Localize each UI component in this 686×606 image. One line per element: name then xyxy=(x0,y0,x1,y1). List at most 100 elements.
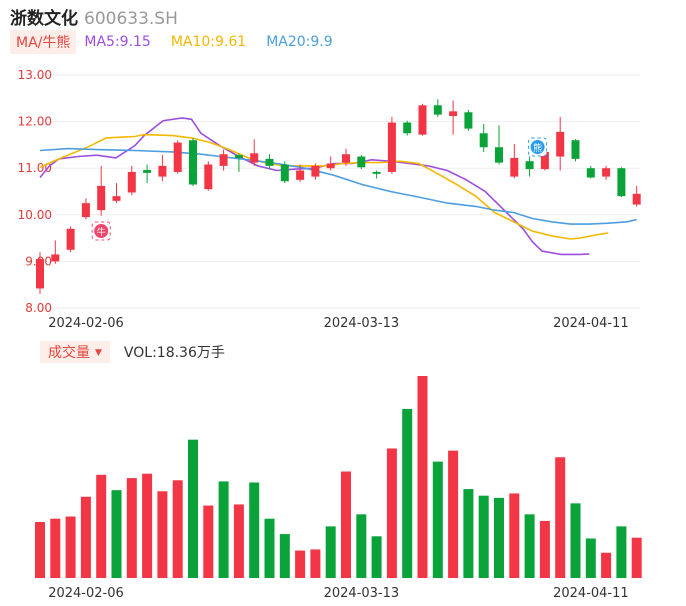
volume-bar xyxy=(417,376,428,578)
ma5-line xyxy=(39,117,590,256)
y-tick-label: 11.00 xyxy=(18,161,52,175)
volume-bar xyxy=(539,520,550,578)
candle-body xyxy=(372,171,381,174)
volume-bar xyxy=(50,518,61,578)
volume-bar xyxy=(478,495,489,578)
candle-body xyxy=(189,140,197,185)
candle xyxy=(326,156,335,171)
candle-body xyxy=(204,164,213,190)
candle xyxy=(632,185,641,207)
volume-bar xyxy=(279,534,290,578)
candle xyxy=(112,183,121,204)
volume-bar xyxy=(585,538,596,578)
candle xyxy=(250,139,259,166)
volume-bar xyxy=(509,493,520,578)
ma20-line xyxy=(39,147,637,225)
candle-body xyxy=(81,203,90,218)
volume-bar xyxy=(80,496,91,578)
volume-bar xyxy=(601,552,612,578)
ma10-legend-item: MA10:9.61 xyxy=(170,34,247,50)
volume-indicator-selector[interactable]: 成交量 ▼ xyxy=(40,341,110,363)
candle-body xyxy=(387,122,396,172)
candle-body xyxy=(357,156,366,168)
volume-x-tick-label: 2024-04-11 xyxy=(553,586,629,601)
candle xyxy=(143,164,152,184)
bull-marker: 牛 xyxy=(91,221,111,241)
candle xyxy=(525,156,534,177)
candle xyxy=(219,149,228,171)
volume-bar xyxy=(249,482,260,578)
ma-indicator-selector[interactable]: MA/牛熊 xyxy=(10,30,77,54)
y-tick-label: 10.00 xyxy=(18,208,52,222)
candle xyxy=(617,167,626,198)
bear-marker-label: 熊 xyxy=(533,142,542,154)
volume-bar xyxy=(402,408,413,578)
ma-legend: MA/牛熊 MA5:9.15 MA10:9.61 MA20:9.9 xyxy=(10,30,353,54)
candle xyxy=(464,109,473,131)
candle-body xyxy=(112,196,121,201)
candle-body xyxy=(296,170,305,180)
candle xyxy=(357,155,366,170)
candle xyxy=(81,198,90,220)
volume-bar xyxy=(570,503,581,578)
candle-body xyxy=(617,168,626,197)
ma5-legend-item: MA5:9.15 xyxy=(84,34,151,50)
candle-body xyxy=(265,158,274,166)
candle xyxy=(495,125,503,165)
candle xyxy=(479,123,488,152)
candle-body xyxy=(311,165,320,177)
candle-body xyxy=(280,164,289,182)
volume-bar xyxy=(386,448,397,578)
volume-bar xyxy=(371,536,382,578)
stock-code: 600633.SH xyxy=(84,9,178,29)
candle-body xyxy=(36,259,44,289)
candle xyxy=(433,99,442,117)
stock-name: 浙数文化 xyxy=(10,9,78,29)
candle-body xyxy=(234,155,243,158)
candle xyxy=(571,139,580,162)
candle-body xyxy=(418,105,427,135)
volume-x-tick-label: 2024-03-13 xyxy=(324,586,400,601)
bear-marker-badge xyxy=(530,140,545,154)
candle xyxy=(586,165,595,179)
volume-value: VOL:18.36万手 xyxy=(123,345,225,361)
candle-body xyxy=(479,133,488,148)
candle xyxy=(296,164,305,183)
candle-body xyxy=(219,154,228,166)
candle-body xyxy=(586,168,595,178)
candle-body xyxy=(510,157,519,177)
candle-body xyxy=(540,151,549,170)
candle xyxy=(51,240,60,264)
y-tick-label: 13.00 xyxy=(18,68,52,82)
candle-body xyxy=(342,154,350,163)
volume-bar xyxy=(631,537,642,578)
candle-body xyxy=(449,111,458,117)
candle xyxy=(173,140,182,174)
volume-bar xyxy=(310,549,321,578)
bull-marker-badge xyxy=(94,224,109,238)
candle-body xyxy=(632,193,641,205)
candle xyxy=(158,155,167,182)
candle-body xyxy=(571,140,580,159)
candle-body xyxy=(66,228,75,250)
candle-body xyxy=(326,163,335,169)
volume-bar xyxy=(203,505,214,578)
volume-bar xyxy=(172,480,183,578)
ma10-line xyxy=(39,133,609,240)
volume-bar xyxy=(341,471,351,578)
candle xyxy=(372,170,381,179)
volume-bar xyxy=(555,457,566,578)
candle-body xyxy=(495,147,503,163)
volume-bar xyxy=(157,491,168,578)
volume-x-tick-label: 2024-02-06 xyxy=(48,586,124,601)
candle-body xyxy=(173,142,182,172)
volume-bar xyxy=(65,516,76,578)
candle-body xyxy=(127,171,136,193)
candle-body xyxy=(143,170,152,173)
candle xyxy=(311,163,320,180)
volume-bar xyxy=(188,439,198,578)
volume-bar xyxy=(35,522,45,578)
volume-bar xyxy=(96,474,107,578)
x-tick-label: 2024-03-13 xyxy=(324,316,400,331)
volume-bar xyxy=(233,504,244,578)
